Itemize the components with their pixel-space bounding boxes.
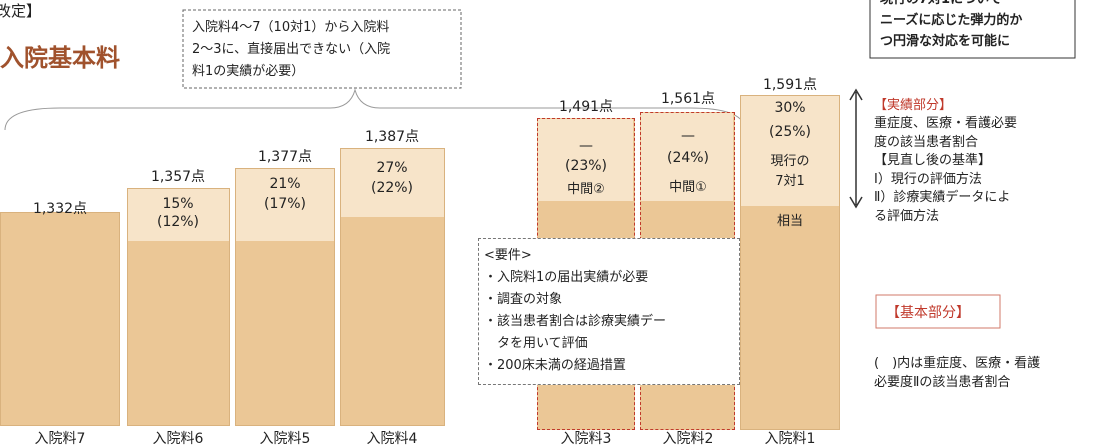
top-note-box bbox=[869, 0, 1076, 59]
top-note: つ円滑な対応を可能に bbox=[880, 34, 1011, 49]
requirement: ・調査の対象 bbox=[484, 292, 563, 307]
requirements-box bbox=[478, 238, 740, 385]
title-fragment: 改定】 bbox=[0, 2, 42, 20]
title: 入院基本料 bbox=[0, 44, 120, 72]
points-label: 1,332点 bbox=[32, 201, 88, 217]
rate: 21% bbox=[269, 176, 301, 192]
points-label: 1,377点 bbox=[257, 149, 313, 165]
performance-title: 【実績部分】 bbox=[874, 98, 953, 113]
callout-box bbox=[182, 9, 462, 89]
category-label: 入院料4 bbox=[366, 431, 418, 446]
arrow bbox=[849, 88, 863, 209]
bar-note: 現行の bbox=[770, 154, 810, 169]
performance-text: 【見直し後の基準】 bbox=[874, 153, 992, 168]
rate: — bbox=[579, 138, 593, 154]
rate-ii: (12%) bbox=[156, 214, 200, 230]
rate-ii: (24%) bbox=[666, 150, 710, 166]
rate-ii: (25%) bbox=[768, 124, 812, 140]
top-note: 現行の7対1について bbox=[880, 0, 1002, 7]
base-box bbox=[875, 294, 1001, 329]
base-title: 【基本部分】 bbox=[886, 305, 970, 321]
category-label: 入院料1 bbox=[764, 431, 816, 446]
callout-text: 入院料4～7（10対1）から入院料 bbox=[192, 20, 390, 35]
bar bbox=[0, 212, 120, 426]
rate-ii: (23%) bbox=[564, 158, 608, 174]
brace bbox=[4, 88, 746, 131]
bar bbox=[740, 95, 840, 430]
requirement: ・200床未満の経過措置 bbox=[484, 358, 626, 373]
callout-text: 料1の実績が必要） bbox=[192, 64, 305, 79]
bar-note: 中間② bbox=[567, 182, 605, 197]
bar bbox=[340, 148, 445, 426]
performance-text: Ⅰ）現行の評価方法 bbox=[874, 171, 982, 187]
performance-text: る評価方法 bbox=[874, 208, 940, 224]
points-label: 1,591点 bbox=[762, 77, 818, 93]
rate-ii: (17%) bbox=[263, 196, 307, 212]
performance-text: 重症度、医療・看護必要 bbox=[874, 116, 1018, 131]
category-label: 入院料7 bbox=[34, 431, 86, 446]
rate: 30% bbox=[774, 100, 806, 116]
points-label: 1,561点 bbox=[660, 91, 716, 107]
points-label: 1,387点 bbox=[364, 129, 420, 145]
category-label: 入院料6 bbox=[152, 431, 204, 446]
category-label: 入院料2 bbox=[662, 431, 714, 446]
rate: 27% bbox=[376, 160, 408, 176]
performance-text: 度の該当患者割合 bbox=[874, 134, 979, 150]
rate: — bbox=[681, 128, 695, 144]
bar-note: 7対1 bbox=[775, 174, 805, 189]
callout-text: 2～3に、直接届出できない（入院 bbox=[192, 42, 391, 57]
points-label: 1,491点 bbox=[558, 99, 614, 115]
performance-text: Ⅱ）診療実績データによ bbox=[874, 190, 1011, 205]
footnote: ( )内は重症度、医療・看護 bbox=[874, 356, 1041, 371]
bar-note: 中間① bbox=[669, 180, 707, 195]
requirement: ・該当患者割合は診療実績デー bbox=[484, 314, 667, 329]
requirement: <要件> bbox=[484, 248, 532, 263]
bar-note: 相当 bbox=[776, 214, 804, 229]
requirement: ・入院料1の届出実績が必要 bbox=[484, 270, 649, 285]
rate-ii: (22%) bbox=[370, 180, 414, 196]
requirement: タを用いて評価 bbox=[484, 336, 588, 351]
bar bbox=[235, 168, 335, 426]
rate: 15% bbox=[162, 196, 194, 212]
footnote: 必要度Ⅱの該当患者割合 bbox=[874, 375, 1011, 390]
category-label: 入院料5 bbox=[259, 431, 311, 446]
top-note: ニーズに応じた弾力的か bbox=[880, 13, 1023, 28]
bar bbox=[127, 188, 230, 426]
category-label: 入院料3 bbox=[560, 431, 612, 446]
points-label: 1,357点 bbox=[150, 169, 206, 185]
